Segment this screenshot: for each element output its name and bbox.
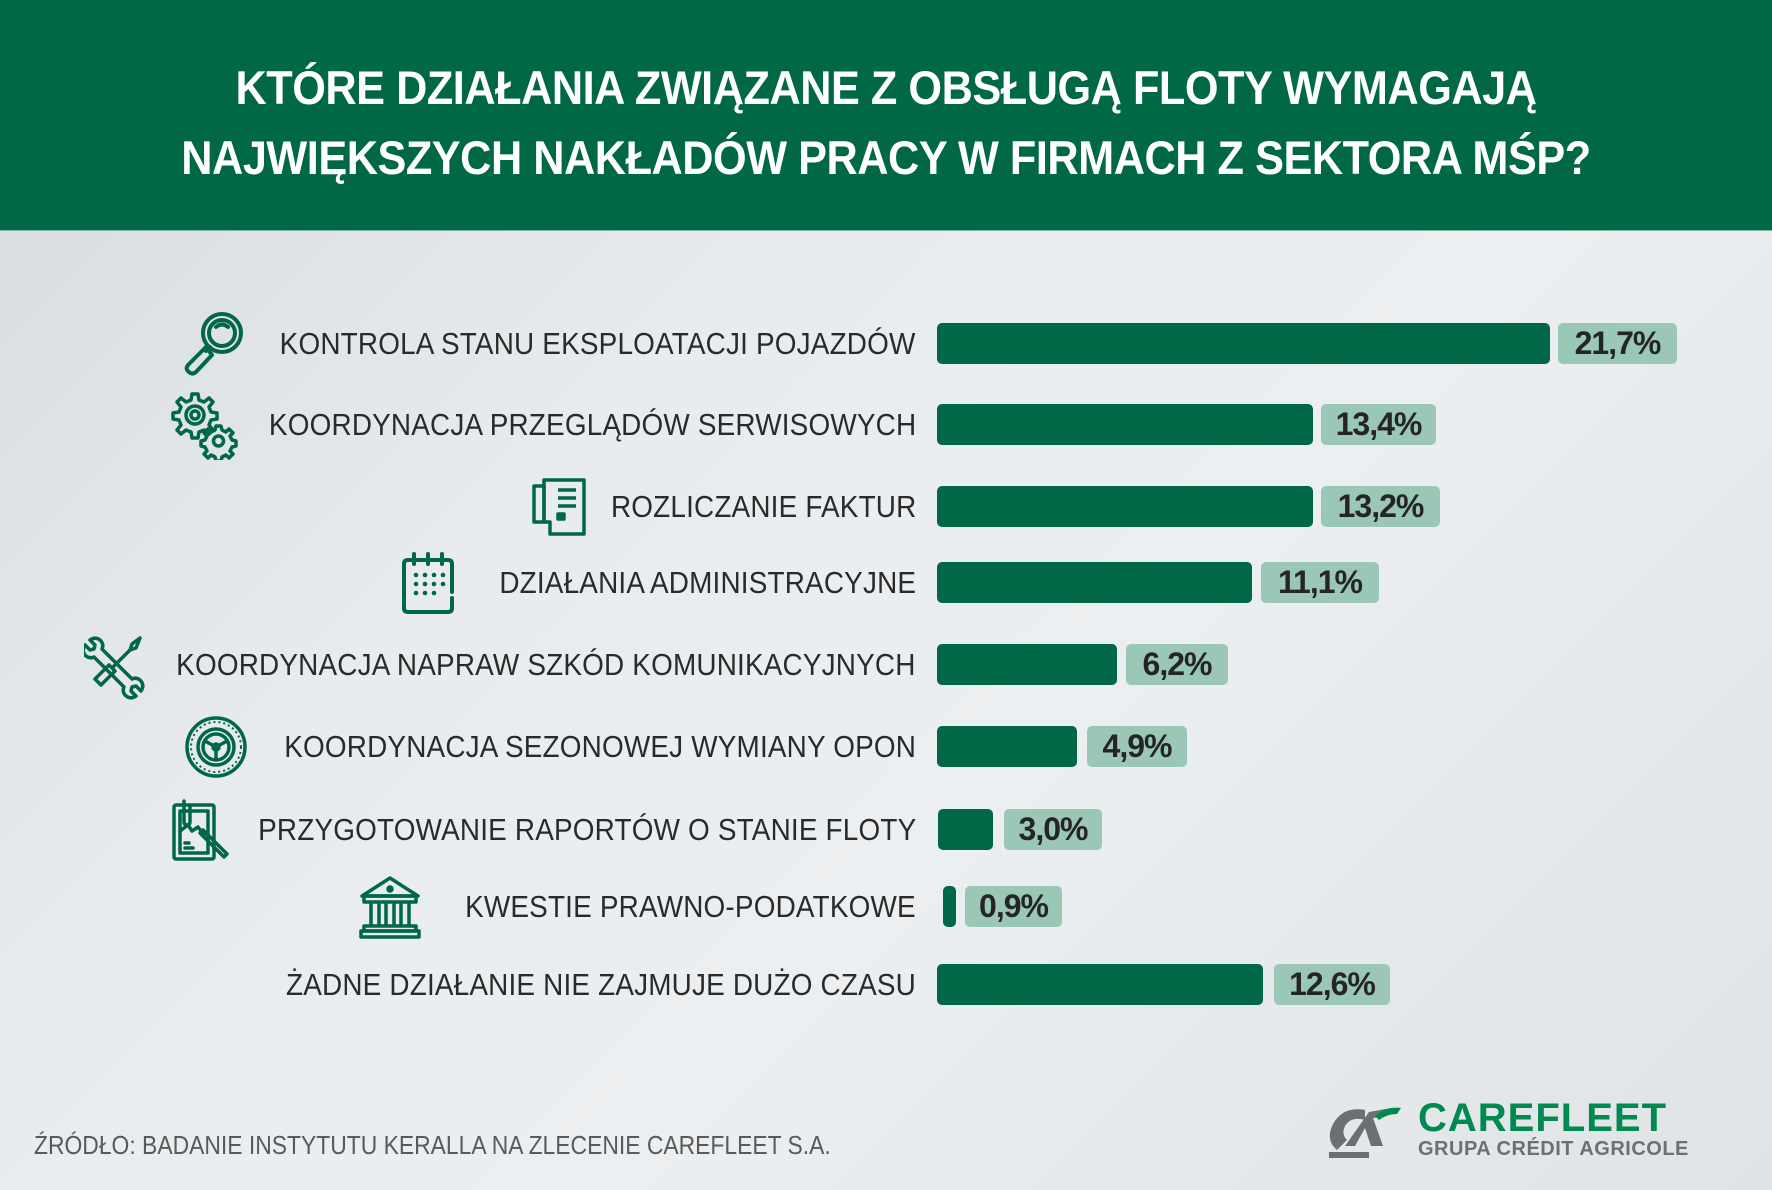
bank-icon bbox=[358, 872, 422, 942]
category-label: PRZYGOTOWANIE RAPORTÓW O STANIE FLOTY bbox=[257, 812, 916, 847]
category-label: KOORDYNACJA PRZEGLĄDÓW SERWISOWYCH bbox=[268, 407, 916, 442]
value-label: 11,1% bbox=[1261, 562, 1379, 603]
chart-row: ŻADNE DZIAŁANIE NIE ZAJMUJE DUŻO CZASU 1… bbox=[0, 964, 1772, 1006]
value-label: 12,6% bbox=[1274, 964, 1390, 1005]
logo-name: CAREFLEET bbox=[1418, 1096, 1667, 1140]
category-label: KOORDYNACJA NAPRAW SZKÓD KOMUNIKACYJNYCH bbox=[176, 647, 916, 682]
chart-row: KONTROLA STANU EKSPLOATACJI POJAZDÓW 21,… bbox=[0, 312, 1772, 376]
calendar-icon bbox=[396, 548, 460, 618]
logo-subtitle: GRUPA CRÉDIT AGRICOLE bbox=[1418, 1138, 1689, 1160]
chart-title-line-2: NAJWIĘKSZYCH NAKŁADÓW PRACY W FIRMACH Z … bbox=[181, 131, 1591, 184]
chart-title-line-1: KTÓRE DZIAŁANIA ZWIĄZANE Z OBSŁUGĄ FLOTY… bbox=[235, 61, 1537, 114]
value-label: 13,2% bbox=[1321, 486, 1440, 527]
chart-row: KOORDYNACJA NAPRAW SZKÓD KOMUNIKACYJNYCH… bbox=[0, 636, 1772, 700]
value-label: 3,0% bbox=[1004, 809, 1102, 850]
chart-row: KOORDYNACJA PRZEGLĄDÓW SERWISOWYCH 13,4% bbox=[0, 392, 1772, 460]
value-label: 13,4% bbox=[1321, 404, 1436, 445]
credit-agricole-logo-icon bbox=[1325, 1104, 1403, 1160]
bar bbox=[937, 404, 1313, 445]
value-label: 4,9% bbox=[1087, 726, 1187, 767]
bar bbox=[937, 644, 1117, 685]
bar bbox=[937, 323, 1550, 364]
bar bbox=[938, 809, 993, 850]
bar bbox=[937, 562, 1252, 603]
category-label: KWESTIE PRAWNO-PODATKOWE bbox=[465, 889, 916, 924]
chart-row: KOORDYNACJA SEZONOWEJ WYMIANY OPON 4,9% bbox=[0, 716, 1772, 778]
carefleet-logo: CAREFLEET GRUPA CRÉDIT AGRICOLE bbox=[1325, 1096, 1745, 1170]
bar bbox=[937, 964, 1263, 1005]
report-icon bbox=[170, 795, 232, 865]
category-label: KOORDYNACJA SEZONOWEJ WYMIANY OPON bbox=[284, 729, 916, 764]
category-label: KONTROLA STANU EKSPLOATACJI POJAZDÓW bbox=[280, 326, 916, 361]
gears-icon bbox=[170, 390, 240, 460]
category-label: DZIAŁANIA ADMINISTRACYJNE bbox=[499, 565, 916, 600]
value-label: 0,9% bbox=[965, 886, 1062, 927]
invoice-icon bbox=[530, 472, 592, 542]
tire-icon bbox=[183, 712, 249, 782]
magnifier-icon bbox=[180, 309, 250, 379]
header-banner: KTÓRE DZIAŁANIA ZWIĄZANE Z OBSŁUGĄ FLOTY… bbox=[0, 0, 1772, 231]
value-label: 21,7% bbox=[1558, 323, 1677, 364]
wrench-screwdriver-icon bbox=[84, 630, 146, 700]
chart-row: ROZLICZANIE FAKTUR 13,2% bbox=[0, 478, 1772, 536]
bar bbox=[943, 886, 956, 927]
chart-row: PRZYGOTOWANIE RAPORTÓW O STANIE FLOTY 3,… bbox=[0, 799, 1772, 861]
category-label: ROZLICZANIE FAKTUR bbox=[610, 489, 916, 524]
value-label: 6,2% bbox=[1126, 644, 1228, 685]
category-label: ŻADNE DZIAŁANIE NIE ZAJMUJE DUŻO CZASU bbox=[286, 967, 916, 1002]
chart-row: KWESTIE PRAWNO-PODATKOWE 0,9% bbox=[0, 876, 1772, 939]
chart-row: DZIAŁANIA ADMINISTRACYJNE 11,1% bbox=[0, 552, 1772, 614]
bar bbox=[937, 726, 1077, 767]
bar bbox=[937, 486, 1313, 527]
source-note: ŹRÓDŁO: BADANIE INSTYTUTU KERALLA NA ZLE… bbox=[34, 1130, 831, 1160]
